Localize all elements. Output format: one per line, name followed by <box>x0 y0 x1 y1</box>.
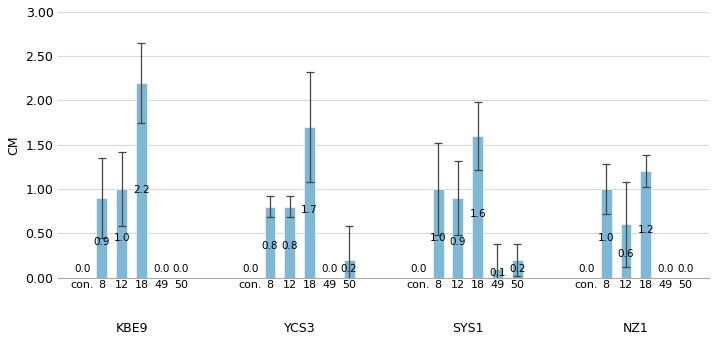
Text: 0.8: 0.8 <box>262 241 279 251</box>
Text: SYS1: SYS1 <box>452 322 483 335</box>
Text: 0.0: 0.0 <box>321 264 337 274</box>
Bar <box>621 225 632 278</box>
Bar <box>473 136 483 278</box>
Text: KBE9: KBE9 <box>115 322 147 335</box>
Bar <box>601 189 611 278</box>
Text: 0.0: 0.0 <box>74 264 90 274</box>
Bar <box>284 207 295 278</box>
Text: 2.2: 2.2 <box>133 185 150 195</box>
Bar <box>512 260 523 278</box>
Text: 1.2: 1.2 <box>637 225 654 235</box>
Bar <box>116 189 127 278</box>
Text: 1.0: 1.0 <box>598 233 614 243</box>
Bar <box>432 189 443 278</box>
Text: 1.7: 1.7 <box>301 205 318 215</box>
Text: 0.8: 0.8 <box>281 241 298 251</box>
Text: 0.0: 0.0 <box>657 264 674 274</box>
Bar <box>492 269 503 278</box>
Text: 0.2: 0.2 <box>341 264 357 274</box>
Bar <box>136 83 147 278</box>
Text: 0.0: 0.0 <box>173 264 189 274</box>
Text: 0.1: 0.1 <box>489 268 505 278</box>
Bar <box>97 198 107 278</box>
Text: YCS3: YCS3 <box>284 322 316 335</box>
Text: 0.0: 0.0 <box>242 264 258 274</box>
Text: 0.0: 0.0 <box>579 264 594 274</box>
Bar <box>264 207 276 278</box>
Bar <box>344 260 354 278</box>
Text: 0.9: 0.9 <box>94 237 110 247</box>
Text: NZ1: NZ1 <box>623 322 649 335</box>
Bar <box>640 171 652 278</box>
Text: 0.9: 0.9 <box>450 237 466 247</box>
Text: 0.0: 0.0 <box>677 264 694 274</box>
Text: 1.0: 1.0 <box>430 233 446 243</box>
Y-axis label: CM: CM <box>7 135 20 154</box>
Text: 0.6: 0.6 <box>618 249 634 259</box>
Text: 0.0: 0.0 <box>153 264 170 274</box>
Text: 1.6: 1.6 <box>470 209 486 219</box>
Text: 0.0: 0.0 <box>410 264 427 274</box>
Bar <box>453 198 463 278</box>
Bar <box>304 127 315 278</box>
Text: 0.2: 0.2 <box>509 264 526 274</box>
Text: 1.0: 1.0 <box>113 233 130 243</box>
